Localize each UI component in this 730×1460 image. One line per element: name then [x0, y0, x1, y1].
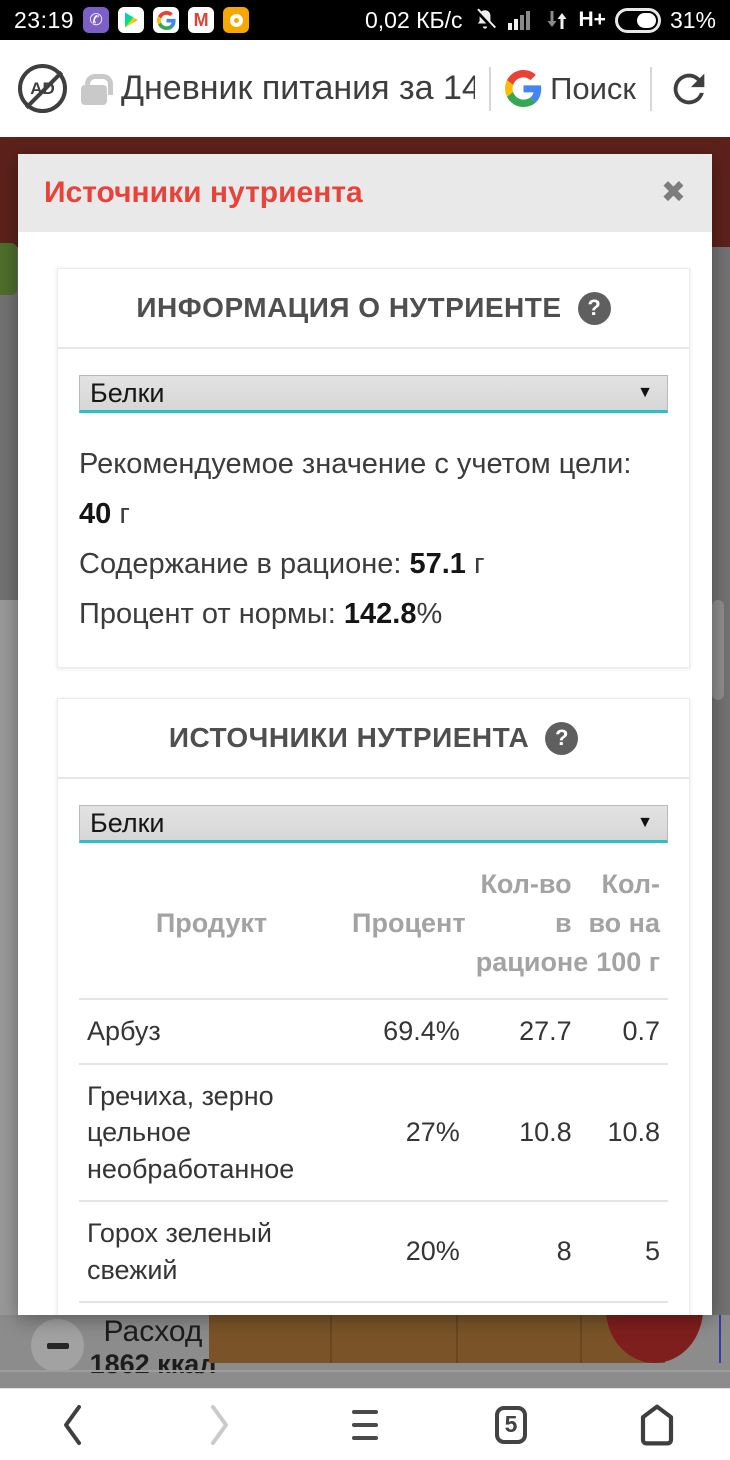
menu-icon [352, 1409, 378, 1440]
signal-bars-icon [507, 11, 530, 30]
nutrient-info-card: ИНФОРМАЦИЯ О НУТРИЕНТЕ ? Белки ▼ Рекомен… [57, 268, 690, 668]
google-g-icon [505, 70, 542, 107]
search-label: Поиск [550, 70, 636, 106]
nutrient-select-value: Белки [90, 377, 165, 408]
help-icon[interactable]: ? [577, 291, 611, 325]
nutrient-sources-card: ИСТОЧНИКИ НУТРИЕНТА ? Белки ▼ Продукт Пр… [57, 698, 690, 1315]
modal-title: Источники нутриента [44, 176, 363, 209]
card-title: ИСТОЧНИКИ НУТРИЕНТА [168, 722, 530, 753]
table-row: Гречиха, зерно цельное необработанное 27%… [79, 1062, 668, 1202]
dimmed-chart-cursor [719, 1315, 721, 1363]
play-triangle [125, 12, 138, 28]
expense-label: Расход [103, 1315, 203, 1348]
cell-amount-in-diet: 4 [467, 1301, 580, 1315]
tabs-icon: 5 [495, 1405, 527, 1444]
lock-icon [81, 73, 113, 105]
cell-product: Гречиха, зерно цельное необработанное [79, 1062, 345, 1202]
help-icon[interactable]: ? [545, 721, 579, 755]
diet-content-line: Содержание в рационе: 57.1 г [79, 548, 485, 580]
expense-block: Расход 1862 ккал [88, 1315, 218, 1380]
cell-product: Арбуз [79, 998, 345, 1064]
header-amount-per-100g: Кол-во на 100 г [588, 869, 660, 978]
home-button[interactable] [617, 1395, 697, 1455]
modal-header: Источники нутриента ✖ [18, 154, 712, 232]
toolbar-divider [489, 66, 492, 111]
google-search-button[interactable]: Поиск [505, 70, 636, 107]
minus-button [31, 1319, 84, 1372]
modal-body: ИНФОРМАЦИЯ О НУТРИЕНТЕ ? Белки ▼ Рекомен… [18, 232, 712, 1315]
forward-icon [211, 1404, 228, 1445]
play-store-icon [118, 7, 145, 33]
table-row: Горох зеленый свежий 20% 8 5 [79, 1200, 668, 1303]
viber-icon: ✆ [83, 7, 110, 33]
battery-percent: 31% [669, 6, 716, 33]
clock: 23:19 [14, 6, 75, 33]
back-button[interactable] [33, 1395, 113, 1455]
tabs-button[interactable]: 5 [471, 1395, 551, 1455]
page-scrollbar[interactable] [712, 600, 724, 700]
dimmed-page-bottom: Расход 1862 ккал [0, 1315, 730, 1388]
refresh-button[interactable] [666, 66, 712, 112]
cell-amount-in-diet: 27.7 [467, 998, 580, 1064]
expense-value: 1862 ккал [89, 1349, 217, 1379]
recommended-value-line: Рекомендуемое значение с учетом цели: 40… [79, 448, 632, 530]
table-row: Арбуз 69.4% 27.7 0.7 [79, 998, 668, 1064]
battery-icon [614, 7, 661, 33]
toolbar-divider [650, 66, 652, 111]
network-arrows-icon [547, 11, 567, 29]
header-product: Продукт [155, 908, 268, 939]
network-speed: 0,02 КБ/с [364, 6, 463, 33]
cell-product: Малина [79, 1301, 345, 1315]
nutrient-info-lines: Рекомендуемое значение с учетом цели: 40… [79, 439, 668, 639]
bell-muted-icon [474, 8, 496, 30]
card-header: ИНФОРМАЦИЯ О НУТРИЕНТЕ ? [58, 269, 689, 349]
chevron-down-icon: ▼ [637, 384, 653, 401]
cell-amount-in-diet: 10.8 [467, 1062, 580, 1202]
back-icon [64, 1404, 81, 1445]
home-icon [640, 1404, 674, 1445]
cell-amount-per-100g: 5 [579, 1200, 668, 1303]
adblock-icon[interactable]: AD [18, 64, 67, 113]
nutrient-select-value: Белки [90, 807, 165, 838]
header-amount-in-diet: Кол-во в рационе [475, 869, 589, 978]
google-icon [153, 7, 180, 33]
orange-app-icon [223, 7, 250, 33]
close-icon[interactable]: ✖ [660, 176, 686, 209]
table-row: Малина10%40.8 [79, 1301, 668, 1315]
nutrient-sources-modal: Источники нутриента ✖ ИНФОРМАЦИЯ О НУТРИ… [18, 154, 712, 1315]
browser-nav-bar: 5 [0, 1388, 730, 1460]
cell-amount-per-100g: 0.8 [579, 1301, 668, 1315]
forward-button[interactable] [179, 1395, 259, 1455]
cell-percent: 27% [344, 1062, 468, 1202]
dimmed-chart-bar [209, 1315, 665, 1363]
percent-of-norm-line: Процент от нормы: 142.8% [79, 598, 443, 630]
nutrient-select[interactable]: Белки ▼ [79, 375, 668, 413]
network-type-badge: H+ [578, 8, 606, 31]
cell-amount-per-100g: 0.7 [579, 998, 668, 1064]
page-title[interactable]: Дневник питания за 14.07 [121, 69, 476, 107]
cell-amount-in-diet: 8 [467, 1200, 580, 1303]
card-title: ИНФОРМАЦИЯ О НУТРИЕНТЕ [136, 292, 562, 323]
chevron-down-icon: ▼ [637, 814, 653, 831]
cell-percent: 10% [344, 1301, 468, 1315]
sources-table: Продукт Процент Кол-во в рационе Кол-во … [79, 849, 668, 1315]
cell-percent: 20% [344, 1200, 468, 1303]
cell-amount-per-100g: 10.8 [579, 1062, 668, 1202]
cell-percent: 69.4% [344, 998, 468, 1064]
browser-toolbar: AD Дневник питания за 14.07 Поиск [0, 40, 730, 137]
menu-button[interactable] [325, 1395, 405, 1455]
dimmed-left-panel [0, 600, 18, 1315]
table-header-row: Продукт Процент Кол-во в рационе Кол-во … [79, 849, 668, 999]
nutrient-select[interactable]: Белки ▼ [79, 805, 668, 843]
cell-product: Горох зеленый свежий [79, 1200, 345, 1303]
dimmed-green-strip [0, 243, 17, 295]
card-header: ИСТОЧНИКИ НУТРИЕНТА ? [58, 699, 689, 779]
header-percent: Процент [352, 908, 466, 939]
status-bar: 23:19 ✆ M [0, 0, 730, 40]
gmail-icon: M [188, 7, 215, 33]
refresh-icon [673, 73, 705, 104]
